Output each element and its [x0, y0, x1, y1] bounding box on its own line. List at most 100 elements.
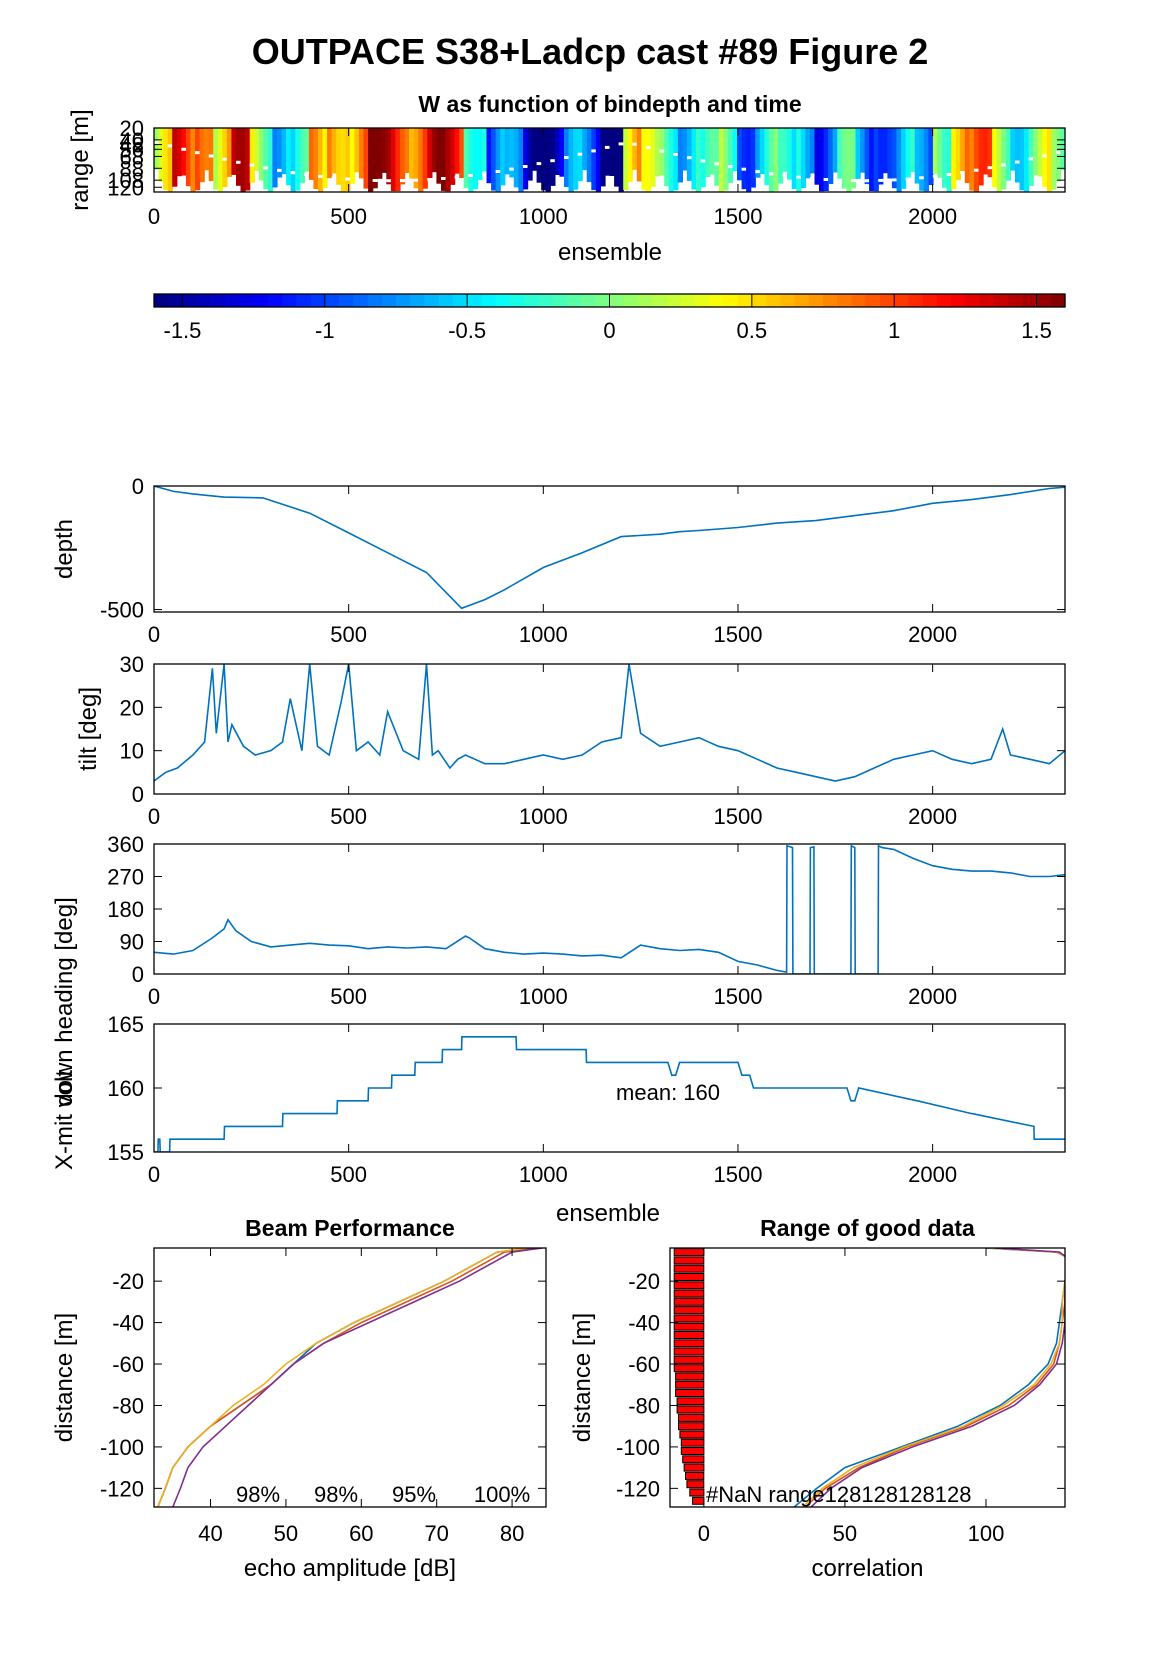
- w-cell: [272, 128, 278, 188]
- w-cell: [673, 128, 679, 191]
- w-cell: [632, 128, 638, 170]
- colorbar-cell: [239, 294, 255, 307]
- w-cell: [527, 128, 533, 181]
- w-cell: [955, 128, 961, 181]
- w-cell: [331, 128, 337, 174]
- beam-xtick-label: 60: [349, 1521, 373, 1546]
- range-nan-bar: [689, 1488, 705, 1497]
- colorbar-cell: [609, 294, 625, 307]
- w-cell: [318, 128, 324, 192]
- w-gap: [960, 171, 966, 174]
- w-cell: [860, 128, 866, 173]
- w-gap: [290, 171, 296, 175]
- w-gap: [427, 178, 433, 181]
- colorbar-cell: [766, 294, 781, 307]
- range-nan-bar: [680, 1438, 705, 1447]
- colorbar-cell: [851, 294, 867, 307]
- heading-xtick-label: 1500: [713, 984, 762, 1009]
- w-gap: [482, 172, 488, 176]
- colorbar-cell: [424, 294, 440, 307]
- range-ytick-label: -60: [628, 1352, 660, 1377]
- w-cell: [372, 128, 378, 189]
- beam-series-4: [172, 1248, 543, 1507]
- w-cell: [536, 128, 542, 183]
- w-cell: [363, 128, 369, 189]
- w-cell: [796, 128, 802, 192]
- range-nan-bar: [673, 1289, 705, 1298]
- w-cell: [641, 128, 647, 190]
- w-cell: [778, 128, 784, 184]
- w-gap: [878, 178, 884, 182]
- w_image-xtick-label: 1000: [519, 204, 568, 229]
- w-cell: [486, 128, 492, 184]
- colorbar-cell: [936, 294, 952, 307]
- w-gap: [686, 156, 693, 160]
- w-cell: [1037, 128, 1043, 177]
- range-series-1: [793, 1248, 1065, 1507]
- beam-series-2: [157, 1248, 543, 1507]
- w-gap: [796, 175, 802, 179]
- w-cell: [910, 128, 916, 172]
- w-cell: [755, 128, 761, 178]
- colorbar-tick-label: 1: [888, 318, 900, 343]
- voltage-xtick-label: 1000: [519, 1162, 568, 1187]
- w-cell: [732, 128, 738, 172]
- w-cell: [782, 128, 788, 172]
- w-gap: [591, 149, 597, 153]
- w-cell: [609, 128, 615, 176]
- colorbar-cell: [723, 294, 739, 307]
- colorbar-cell: [581, 294, 596, 307]
- w-gap: [755, 170, 761, 174]
- w-cell: [468, 128, 474, 192]
- w-cell: [969, 128, 975, 191]
- w-gap: [604, 145, 611, 149]
- colorbar-cell: [1008, 294, 1023, 307]
- w-cell: [591, 128, 597, 191]
- w-gap: [495, 170, 501, 173]
- w-xlabel: ensemble: [558, 239, 662, 266]
- w-cell: [682, 128, 688, 171]
- w-cell: [741, 128, 747, 190]
- w-cell: [431, 128, 438, 173]
- colorbar-cell: [367, 294, 383, 307]
- w-gap: [550, 159, 556, 163]
- w-cell: [573, 128, 579, 190]
- w-cell: [636, 128, 642, 182]
- heading-ytick-label: 180: [107, 897, 144, 922]
- colorbar-tick-label: -1.5: [164, 318, 202, 343]
- colorbar-cell: [965, 294, 981, 307]
- w-cell: [327, 128, 333, 179]
- w-cell: [513, 128, 519, 188]
- w-cell: [427, 128, 433, 180]
- w_image-ytick-label: 120: [107, 175, 144, 200]
- voltage-ytick-label: 155: [107, 1140, 144, 1165]
- range-nan-bar: [673, 1364, 705, 1373]
- w-cell: [937, 128, 943, 178]
- depth-ytick-label: 0: [132, 474, 144, 499]
- w-gap: [632, 142, 638, 146]
- beam-ytick-label: -80: [112, 1393, 144, 1418]
- w-gap: [331, 176, 337, 180]
- depth-xtick-label: 1000: [519, 622, 568, 647]
- range-nan-bar: [673, 1273, 705, 1281]
- w-gap: [372, 179, 378, 182]
- w-cell: [559, 128, 565, 177]
- w-cell: [477, 128, 483, 180]
- range-nan-bar: [679, 1430, 705, 1439]
- w-cell: [677, 128, 683, 183]
- w-cell: [668, 128, 674, 192]
- w-cell: [400, 128, 406, 185]
- w-cell: [645, 128, 652, 192]
- w-gap: [208, 154, 214, 158]
- colorbar-cell: [780, 294, 796, 307]
- range-ytick-label: -40: [628, 1311, 660, 1336]
- w-cell: [737, 128, 743, 181]
- w-cell: [545, 128, 551, 192]
- range-nan-bar: [673, 1314, 705, 1323]
- w-plot-title: W as function of bindepth and time: [418, 91, 801, 117]
- tilt-ytick-label: 20: [120, 695, 144, 720]
- colorbar-cell: [979, 294, 995, 307]
- w-cell: [923, 128, 929, 192]
- w-cell: [349, 128, 356, 184]
- w-cell: [627, 128, 633, 182]
